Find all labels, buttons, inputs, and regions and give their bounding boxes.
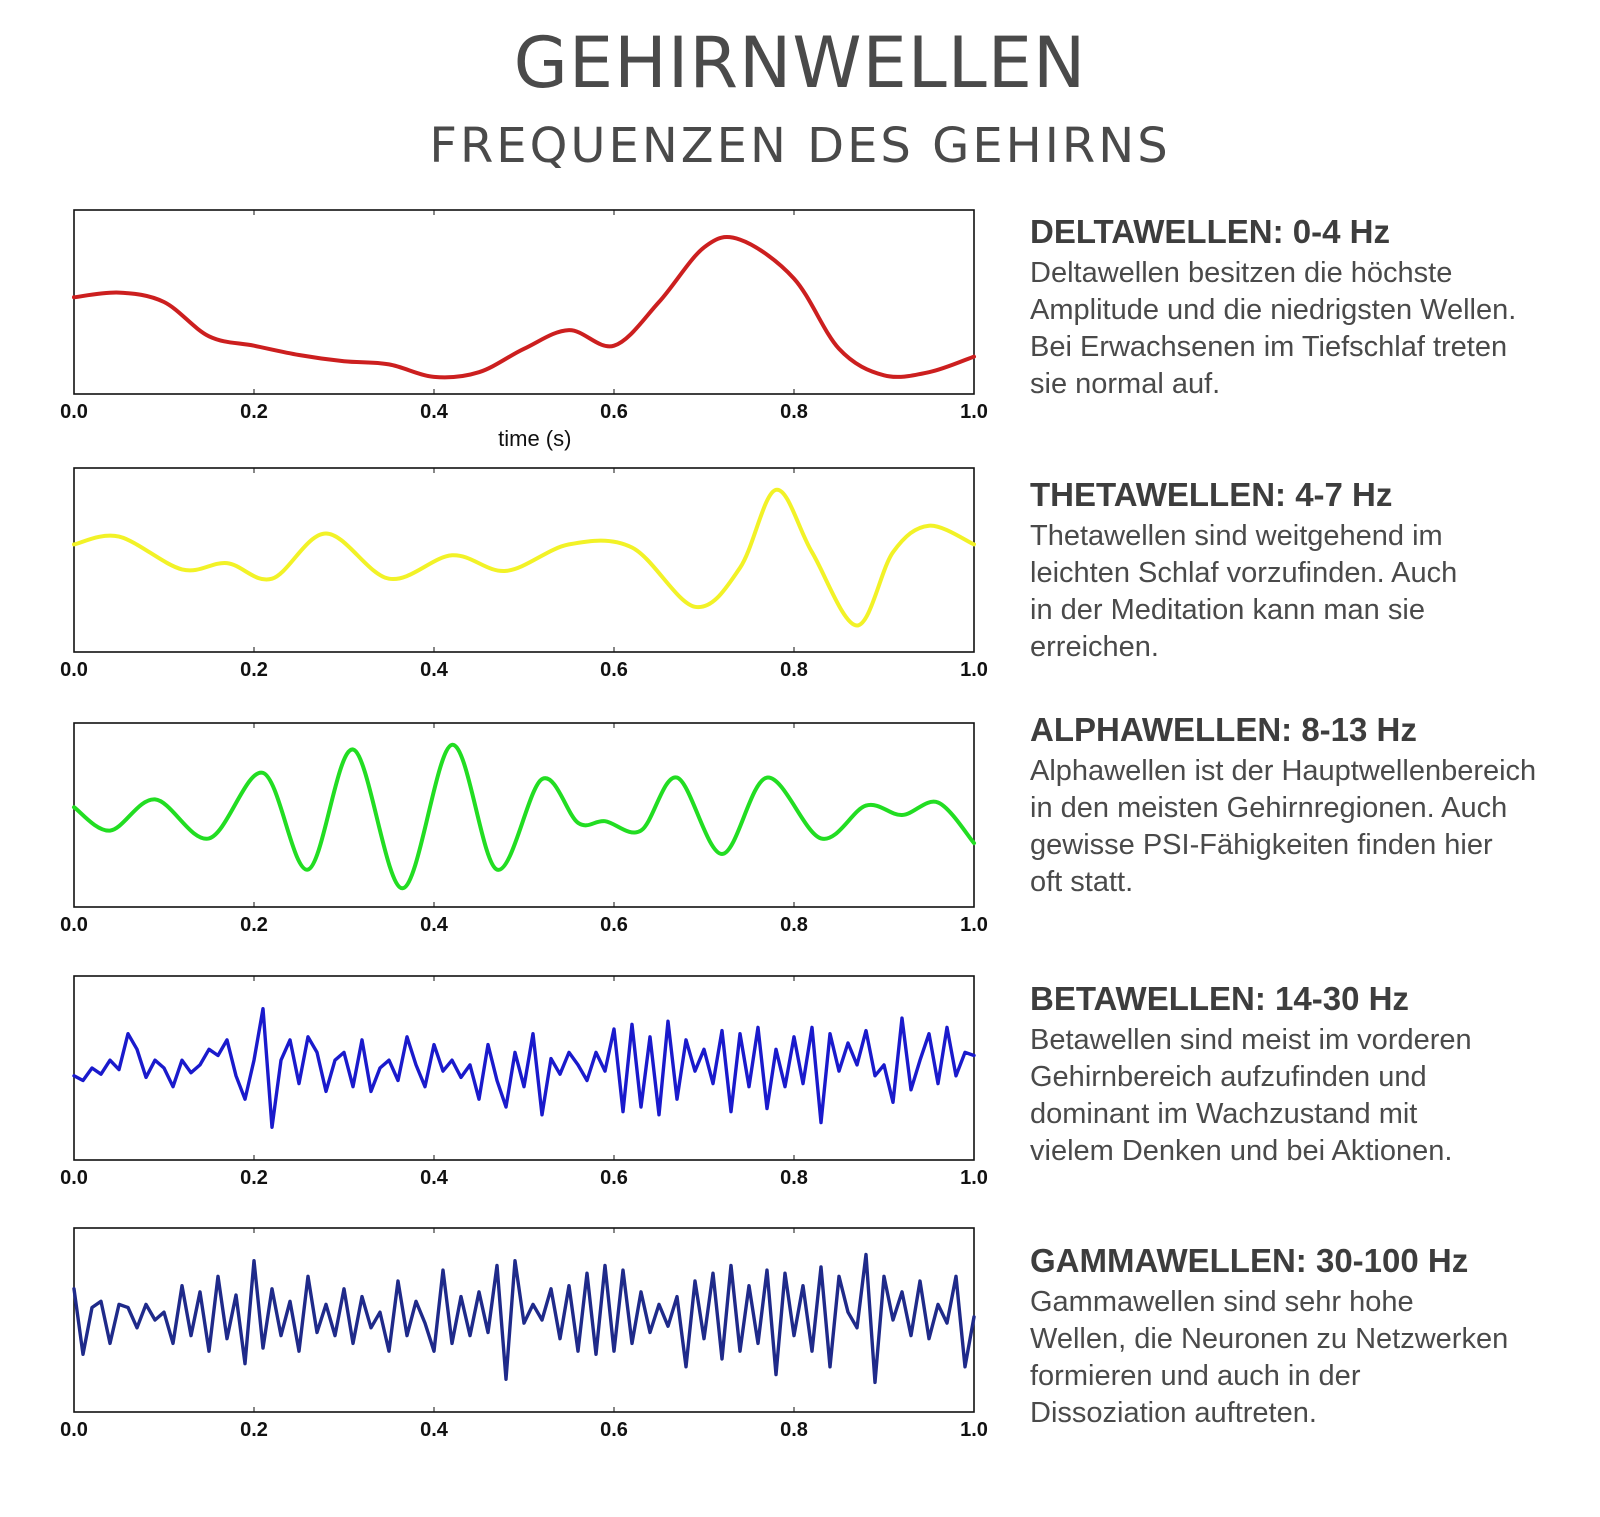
alpha-tick-label: 0.4 bbox=[420, 914, 449, 936]
delta-heading: DELTAWELLEN: 0-4 Hz bbox=[1030, 213, 1390, 250]
theta-description: THETAWELLEN: 4-7 Hz Thetawellen sind weit… bbox=[1030, 476, 1595, 666]
delta-description-line: sie normal auf. bbox=[1030, 368, 1221, 400]
beta-series-line bbox=[72, 1007, 976, 1129]
delta-tick-label: 0.2 bbox=[240, 401, 268, 423]
gamma-tick-label: 0.0 bbox=[60, 1419, 88, 1441]
gamma-tick-label: 0.6 bbox=[600, 1419, 628, 1441]
gamma-description-line: Dissoziation auftreten. bbox=[1030, 1397, 1317, 1429]
theta-tick-label: 0.8 bbox=[780, 659, 808, 681]
beta-description-line: vielem Denken und bei Aktionen. bbox=[1030, 1135, 1453, 1167]
delta-tick-label: 0.4 bbox=[420, 401, 449, 423]
beta-tick-label: 1.0 bbox=[960, 1167, 988, 1189]
delta-description-line: Amplitude und die niedrigsten Wellen. bbox=[1030, 294, 1517, 326]
theta-heading: THETAWELLEN: 4-7 Hz bbox=[1030, 476, 1393, 513]
theta-plot-frame bbox=[73, 467, 975, 653]
alpha-tick-label: 0.2 bbox=[240, 914, 268, 936]
beta-tick-label: 0.6 bbox=[600, 1167, 628, 1189]
alpha-description-line: oft statt. bbox=[1030, 866, 1134, 898]
gamma-tick-label: 1.0 bbox=[960, 1419, 988, 1441]
gamma-panel: 0.0 0.2 0.4 0.6 0.8 1.0 GAMMAWELLEN: 30-100 Hz… bbox=[0, 1227, 1600, 1478]
gamma-series-line bbox=[72, 1252, 976, 1385]
theta-description-line: erreichen. bbox=[1030, 631, 1159, 663]
alpha-description-line: in den meisten Gehirnregionen. Auch bbox=[1030, 792, 1508, 824]
theta-description-line: Thetawellen sind weitgehend im bbox=[1030, 520, 1443, 552]
delta-panel: 0.0 0.2 0.4 0.6 0.8 1.0 time (s) DELTAWELLEN: 0… bbox=[0, 209, 1600, 460]
gamma-description: GAMMAWELLEN: 30-100 Hz Gammawellen sind s… bbox=[1030, 1242, 1595, 1432]
theta-chart: 0.0 0.2 0.4 0.6 0.8 1.0 bbox=[60, 467, 988, 681]
alpha-panel: 0.0 0.2 0.4 0.6 0.8 1.0 ALPHAWELLEN: 8-13 Hz Al… bbox=[0, 711, 1600, 973]
alpha-heading: ALPHAWELLEN: 8-13 Hz bbox=[1030, 711, 1417, 748]
beta-tick-label: 0.8 bbox=[780, 1167, 808, 1189]
delta-plot-frame bbox=[73, 209, 975, 395]
gamma-description-line: Wellen, die Neuronen zu Netzwerken bbox=[1030, 1323, 1509, 1355]
beta-tick-label: 0.4 bbox=[420, 1167, 449, 1189]
beta-tick-label: 0.2 bbox=[240, 1167, 268, 1189]
delta-tick-label: 0.6 bbox=[600, 401, 628, 423]
theta-tick-label: 0.0 bbox=[60, 659, 88, 681]
beta-description: BETAWELLEN: 14-30 Hz Betawellen sind meis… bbox=[1030, 980, 1595, 1170]
delta-x-axis-label: time (s) bbox=[498, 426, 571, 451]
gamma-chart: 0.0 0.2 0.4 0.6 0.8 1.0 bbox=[60, 1227, 988, 1441]
beta-panel: 0.0 0.2 0.4 0.6 0.8 1.0 BETAWELLEN: 14-30 Hz Be… bbox=[0, 975, 1600, 1226]
alpha-tick-label: 0.0 bbox=[60, 914, 88, 936]
theta-tick-label: 1.0 bbox=[960, 659, 988, 681]
theta-description-line: leichten Schlaf vorzufinden. Auch bbox=[1030, 557, 1458, 589]
page-subtitle: FREQUENZEN DES GEHIRNS bbox=[429, 118, 1171, 174]
alpha-description: ALPHAWELLEN: 8-13 Hz Alphawellen ist der … bbox=[1030, 711, 1595, 901]
delta-tick-label: 0.8 bbox=[780, 401, 808, 423]
alpha-description-line: gewisse PSI-Fähigkeiten finden hier bbox=[1030, 829, 1493, 861]
gamma-tick-label: 0.4 bbox=[420, 1419, 449, 1441]
theta-tick-label: 0.4 bbox=[420, 659, 449, 681]
gamma-description-line: Gammawellen sind sehr hohe bbox=[1030, 1286, 1414, 1318]
theta-tick-label: 0.6 bbox=[600, 659, 628, 681]
beta-description-line: Gehirnbereich aufzufinden und bbox=[1030, 1061, 1427, 1093]
beta-description-line: dominant im Wachzustand mit bbox=[1030, 1098, 1418, 1130]
delta-description-line: Bei Erwachsenen im Tiefschlaf treten bbox=[1030, 331, 1508, 363]
theta-series-line bbox=[72, 487, 976, 628]
theta-panel: 0.0 0.2 0.4 0.6 0.8 1.0 THETAWELLEN: 4-7 Hz The… bbox=[0, 467, 1600, 718]
delta-description-line: Deltawellen besitzen die höchste bbox=[1030, 257, 1453, 289]
alpha-tick-label: 0.6 bbox=[600, 914, 628, 936]
alpha-tick-label: 1.0 bbox=[960, 914, 988, 936]
gamma-tick-label: 0.2 bbox=[240, 1419, 268, 1441]
alpha-series-line bbox=[72, 742, 976, 891]
beta-heading: BETAWELLEN: 14-30 Hz bbox=[1030, 980, 1409, 1017]
delta-tick-label: 0.0 bbox=[60, 401, 88, 423]
alpha-chart: 0.0 0.2 0.4 0.6 0.8 1.0 bbox=[60, 722, 988, 936]
delta-description: DELTAWELLEN: 0-4 Hz Deltawellen besitzen … bbox=[1030, 213, 1595, 403]
gamma-description-line: formieren und auch in der bbox=[1030, 1360, 1361, 1392]
page-title: GEHIRNWELLEN bbox=[513, 22, 1087, 104]
beta-plot-frame bbox=[73, 975, 975, 1161]
delta-tick-label: 1.0 bbox=[960, 401, 988, 423]
alpha-tick-label: 0.8 bbox=[780, 914, 808, 936]
theta-tick-label: 0.2 bbox=[240, 659, 268, 681]
beta-description-line: Betawellen sind meist im vorderen bbox=[1030, 1024, 1472, 1056]
delta-chart: 0.0 0.2 0.4 0.6 0.8 1.0 time (s) bbox=[60, 209, 988, 451]
gamma-tick-label: 0.8 bbox=[780, 1419, 808, 1441]
beta-tick-label: 0.0 bbox=[60, 1167, 88, 1189]
alpha-description-line: Alphawellen ist der Hauptwellenbereich bbox=[1030, 755, 1537, 787]
gamma-heading: GAMMAWELLEN: 30-100 Hz bbox=[1030, 1242, 1469, 1279]
theta-description-line: in der Meditation kann man sie bbox=[1030, 594, 1425, 626]
delta-series-line bbox=[72, 235, 976, 380]
beta-chart: 0.0 0.2 0.4 0.6 0.8 1.0 bbox=[60, 975, 988, 1189]
